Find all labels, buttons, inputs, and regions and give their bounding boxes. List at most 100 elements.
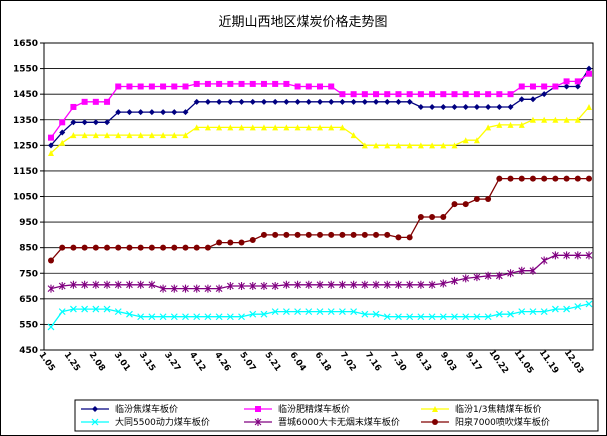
legend-marker xyxy=(92,406,98,412)
data-point xyxy=(271,282,279,291)
data-point xyxy=(373,231,380,238)
data-point xyxy=(473,196,480,203)
data-point xyxy=(484,271,492,280)
data-point xyxy=(215,313,223,321)
data-point xyxy=(204,124,211,131)
data-point xyxy=(126,280,133,289)
data-point xyxy=(305,308,313,316)
data-point xyxy=(406,142,413,149)
data-point xyxy=(227,124,234,131)
data-point xyxy=(260,98,267,105)
data-point xyxy=(104,119,111,126)
data-point xyxy=(59,129,66,136)
data-point xyxy=(260,310,268,318)
data-point xyxy=(574,78,581,85)
data-point xyxy=(160,244,167,251)
data-point xyxy=(328,231,335,238)
data-point xyxy=(282,280,290,289)
data-point xyxy=(339,124,346,131)
data-point xyxy=(485,91,492,98)
y-tick-label: 1250 xyxy=(13,141,38,151)
data-point xyxy=(159,313,167,321)
legend-marker xyxy=(432,406,438,412)
data-point xyxy=(574,116,581,123)
data-point xyxy=(271,308,279,316)
x-tick-label: 2.08 xyxy=(87,350,107,373)
data-point xyxy=(350,308,358,316)
y-tick-label: 650 xyxy=(19,295,38,305)
data-point xyxy=(204,98,211,105)
data-point xyxy=(283,124,290,131)
data-point xyxy=(440,103,447,110)
data-point xyxy=(70,119,77,126)
data-point xyxy=(339,280,346,289)
x-tick-label: 3.01 xyxy=(112,350,132,373)
data-point xyxy=(495,271,503,280)
data-point xyxy=(148,83,155,90)
data-point xyxy=(182,83,189,90)
data-point xyxy=(260,282,268,291)
data-point xyxy=(249,124,256,131)
data-point xyxy=(406,313,414,321)
legend-label: 临汾焦煤车板价 xyxy=(115,403,178,415)
data-point xyxy=(103,305,111,313)
data-point xyxy=(451,103,458,110)
data-point xyxy=(238,313,245,321)
data-point xyxy=(272,98,279,105)
data-point xyxy=(204,244,211,251)
grid-layer xyxy=(40,42,594,351)
data-point xyxy=(417,213,424,220)
data-point xyxy=(462,137,469,144)
x-tick-label: 7.16 xyxy=(363,350,383,373)
data-point xyxy=(395,98,402,105)
data-point xyxy=(563,305,571,313)
data-point xyxy=(417,280,425,289)
data-point xyxy=(47,323,55,331)
data-point xyxy=(372,280,380,289)
data-point xyxy=(70,132,77,139)
data-point xyxy=(373,91,380,98)
data-point xyxy=(429,142,436,149)
data-point xyxy=(507,175,514,182)
data-point xyxy=(518,96,525,103)
data-point xyxy=(585,300,593,308)
data-point xyxy=(563,175,570,182)
data-point xyxy=(339,91,346,98)
data-point xyxy=(417,103,424,110)
data-point xyxy=(305,280,313,289)
data-point xyxy=(440,142,447,149)
data-point xyxy=(541,91,548,98)
x-tick-label: 7.02 xyxy=(338,350,358,373)
data-point xyxy=(137,313,145,321)
x-axis-ticks: 1.05 1.25 2.08 3.01 3.15 3.27 4.12 4.26 5.07 5.21… xyxy=(37,348,586,376)
data-point xyxy=(507,91,514,98)
data-point xyxy=(193,80,200,87)
data-point xyxy=(485,196,492,203)
data-point xyxy=(137,132,144,139)
data-point xyxy=(148,280,156,289)
data-point xyxy=(305,124,312,131)
data-point xyxy=(462,274,470,283)
data-point xyxy=(473,273,481,282)
data-point xyxy=(216,124,223,131)
data-point xyxy=(81,98,88,105)
data-point xyxy=(563,83,570,90)
data-point xyxy=(260,231,267,238)
data-point xyxy=(540,308,548,316)
data-point xyxy=(586,70,592,77)
data-point xyxy=(193,124,200,131)
data-point xyxy=(529,96,536,103)
data-point xyxy=(361,310,369,318)
data-point xyxy=(574,175,581,182)
data-point xyxy=(316,308,324,316)
data-point xyxy=(383,280,391,289)
data-point xyxy=(126,132,133,139)
data-point xyxy=(529,266,537,275)
data-point xyxy=(585,251,593,260)
x-tick-label: 10.22 xyxy=(487,348,511,376)
series-5 xyxy=(47,251,593,293)
data-point xyxy=(48,257,54,264)
data-point xyxy=(283,80,290,87)
data-point xyxy=(496,121,503,128)
